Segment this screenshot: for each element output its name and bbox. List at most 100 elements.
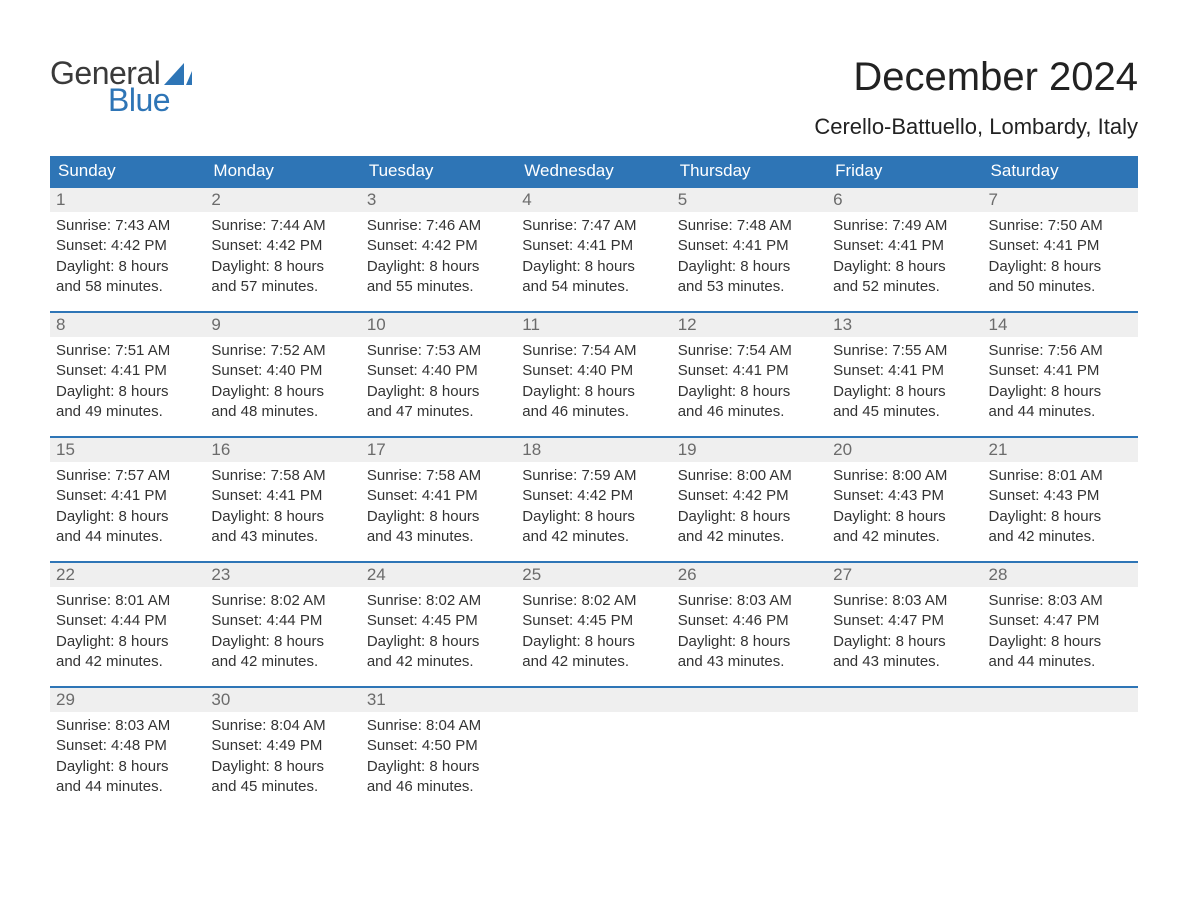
dow-thursday: Thursday — [672, 156, 827, 186]
month-title: December 2024 — [814, 55, 1138, 100]
daylight-text-1: Daylight: 8 hours — [522, 382, 665, 402]
day-number-bar: 13 — [827, 313, 982, 337]
day-number-bar — [983, 688, 1138, 712]
day-number: 8 — [50, 313, 205, 337]
sunrise-text: Sunrise: 7:52 AM — [211, 341, 354, 361]
day-number: 1 — [50, 188, 205, 212]
day-details: Sunrise: 7:46 AMSunset: 4:42 PMDaylight:… — [361, 212, 516, 297]
sunrise-text: Sunrise: 7:54 AM — [678, 341, 821, 361]
sunrise-text: Sunrise: 7:57 AM — [56, 466, 199, 486]
day-number: 7 — [983, 188, 1138, 212]
daylight-text-2: and 43 minutes. — [211, 527, 354, 547]
logo-text-blue: Blue — [108, 82, 192, 119]
daylight-text-2: and 53 minutes. — [678, 277, 821, 297]
calendar-week: 15Sunrise: 7:57 AMSunset: 4:41 PMDayligh… — [50, 436, 1138, 561]
day-details: Sunrise: 7:49 AMSunset: 4:41 PMDaylight:… — [827, 212, 982, 297]
calendar-week: 22Sunrise: 8:01 AMSunset: 4:44 PMDayligh… — [50, 561, 1138, 686]
weeks-container: 1Sunrise: 7:43 AMSunset: 4:42 PMDaylight… — [50, 186, 1138, 811]
daylight-text-2: and 52 minutes. — [833, 277, 976, 297]
sunset-text: Sunset: 4:49 PM — [211, 736, 354, 756]
sunrise-text: Sunrise: 8:03 AM — [833, 591, 976, 611]
day-number-bar — [827, 688, 982, 712]
day-number: 6 — [827, 188, 982, 212]
day-details: Sunrise: 7:58 AMSunset: 4:41 PMDaylight:… — [205, 462, 360, 547]
day-number: 25 — [516, 563, 671, 587]
sunrise-text: Sunrise: 7:53 AM — [367, 341, 510, 361]
day-number: 26 — [672, 563, 827, 587]
dow-friday: Friday — [827, 156, 982, 186]
sunrise-text: Sunrise: 7:49 AM — [833, 216, 976, 236]
sunrise-text: Sunrise: 7:48 AM — [678, 216, 821, 236]
sunrise-text: Sunrise: 8:02 AM — [211, 591, 354, 611]
day-number-bar: 17 — [361, 438, 516, 462]
day-details: Sunrise: 7:52 AMSunset: 4:40 PMDaylight:… — [205, 337, 360, 422]
dow-saturday: Saturday — [983, 156, 1138, 186]
sunset-text: Sunset: 4:42 PM — [522, 486, 665, 506]
calendar-day — [827, 688, 982, 811]
sunset-text: Sunset: 4:44 PM — [211, 611, 354, 631]
day-number-bar: 2 — [205, 188, 360, 212]
daylight-text-1: Daylight: 8 hours — [678, 382, 821, 402]
day-number-bar: 9 — [205, 313, 360, 337]
daylight-text-1: Daylight: 8 hours — [989, 257, 1132, 277]
sunset-text: Sunset: 4:46 PM — [678, 611, 821, 631]
day-number-bar: 24 — [361, 563, 516, 587]
day-details: Sunrise: 7:55 AMSunset: 4:41 PMDaylight:… — [827, 337, 982, 422]
daylight-text-2: and 49 minutes. — [56, 402, 199, 422]
daylight-text-1: Daylight: 8 hours — [367, 382, 510, 402]
sunrise-text: Sunrise: 7:58 AM — [211, 466, 354, 486]
sunrise-text: Sunrise: 7:54 AM — [522, 341, 665, 361]
daylight-text-1: Daylight: 8 hours — [367, 757, 510, 777]
calendar-day: 23Sunrise: 8:02 AMSunset: 4:44 PMDayligh… — [205, 563, 360, 686]
sunrise-text: Sunrise: 7:58 AM — [367, 466, 510, 486]
daylight-text-2: and 42 minutes. — [522, 652, 665, 672]
daylight-text-2: and 54 minutes. — [522, 277, 665, 297]
sunrise-text: Sunrise: 8:03 AM — [989, 591, 1132, 611]
calendar-day: 5Sunrise: 7:48 AMSunset: 4:41 PMDaylight… — [672, 188, 827, 311]
daylight-text-1: Daylight: 8 hours — [56, 507, 199, 527]
day-number: 5 — [672, 188, 827, 212]
calendar-day — [516, 688, 671, 811]
calendar-week: 1Sunrise: 7:43 AMSunset: 4:42 PMDaylight… — [50, 186, 1138, 311]
day-number-bar: 16 — [205, 438, 360, 462]
day-number-bar: 29 — [50, 688, 205, 712]
daylight-text-1: Daylight: 8 hours — [522, 507, 665, 527]
calendar-day: 19Sunrise: 8:00 AMSunset: 4:42 PMDayligh… — [672, 438, 827, 561]
daylight-text-1: Daylight: 8 hours — [211, 257, 354, 277]
day-details: Sunrise: 8:00 AMSunset: 4:42 PMDaylight:… — [672, 462, 827, 547]
sunset-text: Sunset: 4:42 PM — [367, 236, 510, 256]
day-details: Sunrise: 7:58 AMSunset: 4:41 PMDaylight:… — [361, 462, 516, 547]
sunset-text: Sunset: 4:47 PM — [989, 611, 1132, 631]
day-number-bar: 27 — [827, 563, 982, 587]
daylight-text-1: Daylight: 8 hours — [833, 382, 976, 402]
sunrise-text: Sunrise: 8:02 AM — [522, 591, 665, 611]
day-number: 30 — [205, 688, 360, 712]
daylight-text-2: and 44 minutes. — [989, 652, 1132, 672]
sunset-text: Sunset: 4:42 PM — [678, 486, 821, 506]
day-details: Sunrise: 7:54 AMSunset: 4:41 PMDaylight:… — [672, 337, 827, 422]
sunrise-text: Sunrise: 7:47 AM — [522, 216, 665, 236]
calendar-day: 11Sunrise: 7:54 AMSunset: 4:40 PMDayligh… — [516, 313, 671, 436]
sunset-text: Sunset: 4:44 PM — [56, 611, 199, 631]
daylight-text-2: and 50 minutes. — [989, 277, 1132, 297]
day-details: Sunrise: 8:02 AMSunset: 4:45 PMDaylight:… — [516, 587, 671, 672]
daylight-text-1: Daylight: 8 hours — [211, 382, 354, 402]
calendar-day: 9Sunrise: 7:52 AMSunset: 4:40 PMDaylight… — [205, 313, 360, 436]
calendar-day: 22Sunrise: 8:01 AMSunset: 4:44 PMDayligh… — [50, 563, 205, 686]
day-number-bar: 20 — [827, 438, 982, 462]
day-number: 10 — [361, 313, 516, 337]
daylight-text-2: and 42 minutes. — [367, 652, 510, 672]
calendar-week: 8Sunrise: 7:51 AMSunset: 4:41 PMDaylight… — [50, 311, 1138, 436]
calendar-day: 27Sunrise: 8:03 AMSunset: 4:47 PMDayligh… — [827, 563, 982, 686]
calendar-day: 6Sunrise: 7:49 AMSunset: 4:41 PMDaylight… — [827, 188, 982, 311]
day-number-bar: 5 — [672, 188, 827, 212]
calendar-day: 12Sunrise: 7:54 AMSunset: 4:41 PMDayligh… — [672, 313, 827, 436]
day-number: 11 — [516, 313, 671, 337]
daylight-text-2: and 44 minutes. — [56, 777, 199, 797]
daylight-text-1: Daylight: 8 hours — [56, 257, 199, 277]
day-details: Sunrise: 7:44 AMSunset: 4:42 PMDaylight:… — [205, 212, 360, 297]
day-number: 28 — [983, 563, 1138, 587]
calendar-day: 16Sunrise: 7:58 AMSunset: 4:41 PMDayligh… — [205, 438, 360, 561]
sunset-text: Sunset: 4:45 PM — [367, 611, 510, 631]
calendar-day: 26Sunrise: 8:03 AMSunset: 4:46 PMDayligh… — [672, 563, 827, 686]
